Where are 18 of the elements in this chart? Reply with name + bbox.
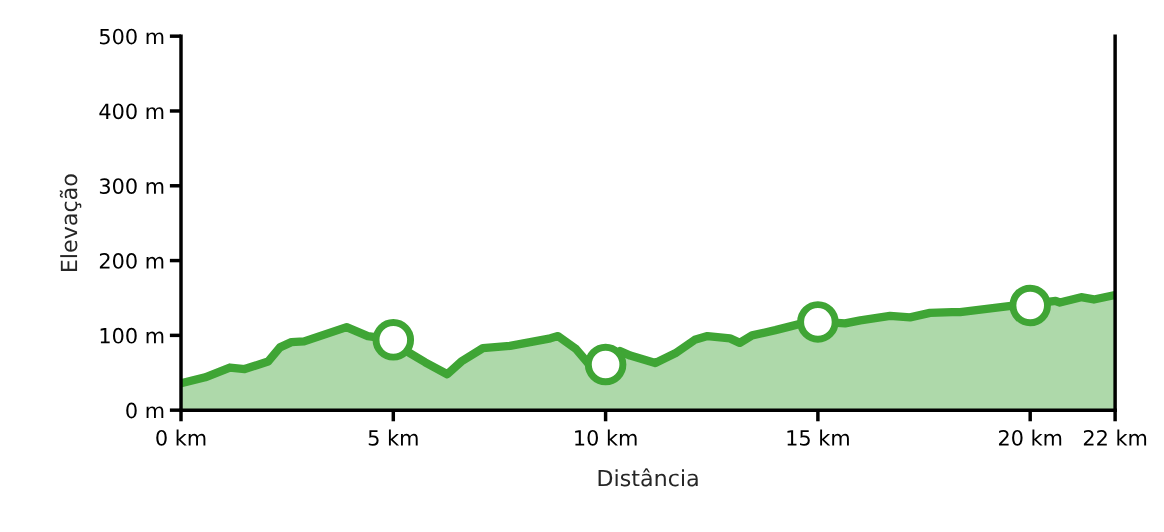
point: [797, 301, 839, 343]
point: [584, 343, 627, 386]
y-tick-label: 500 m: [99, 28, 164, 45]
x-tick-label: 5 km: [368, 429, 418, 446]
x-tick-label: 15 km: [787, 429, 849, 446]
x-tick-label: 10 km: [575, 429, 637, 446]
point: [1009, 284, 1051, 327]
y-axis-title: Elevação: [59, 174, 82, 272]
point: [372, 319, 415, 361]
y-tick-label: 300 m: [99, 178, 164, 194]
x-tick-label: 0 km: [156, 429, 206, 446]
y-tick-label: 100 m: [100, 327, 164, 344]
x-axis-title: Distância: [598, 468, 698, 487]
y-tick-label: 0 m: [126, 402, 164, 419]
y-tick-label: 200 m: [99, 253, 164, 269]
x-tick-label: 22 km: [1083, 429, 1147, 446]
y-tick-label: 400 m: [99, 103, 164, 120]
x-tick-label: 20 km: [998, 429, 1062, 446]
